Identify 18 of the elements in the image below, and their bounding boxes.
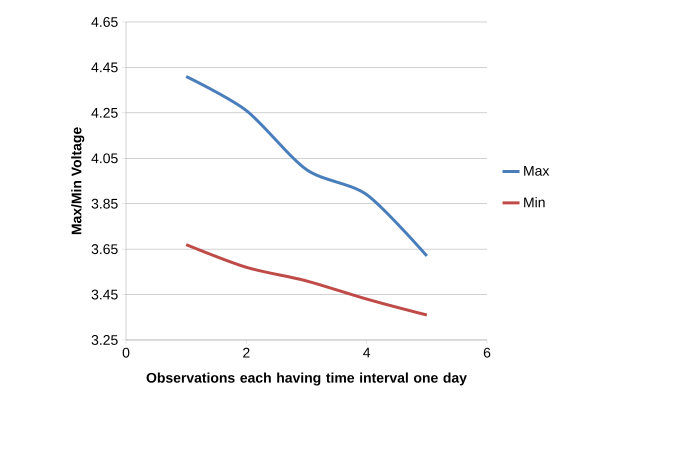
legend-label: Max bbox=[524, 166, 550, 176]
y-tick-label: 4.65 bbox=[91, 17, 118, 27]
y-tick-label: 4.25 bbox=[91, 108, 118, 118]
y-tick-label: 4.05 bbox=[91, 153, 118, 164]
y-axis-title: Max/Min Voltage bbox=[71, 127, 84, 234]
x-axis-title: Observations each having time interval one day bbox=[146, 372, 467, 386]
x-tick-label: 2 bbox=[243, 348, 250, 358]
y-tick-label: 3.45 bbox=[92, 290, 118, 300]
legend-label: Min bbox=[524, 197, 545, 208]
y-tick-label: 3.25 bbox=[92, 335, 118, 345]
y-tick-label: 4.45 bbox=[91, 62, 118, 72]
line-series bbox=[184, 75, 428, 258]
y-tick-label: 3.65 bbox=[92, 244, 118, 254]
x-tick-label: 6 bbox=[484, 348, 490, 358]
line-series bbox=[184, 243, 428, 316]
y-tick-label: 3.85 bbox=[92, 198, 118, 209]
x-tick-label: 0 bbox=[122, 348, 130, 358]
x-tick-label: 4 bbox=[363, 348, 370, 358]
